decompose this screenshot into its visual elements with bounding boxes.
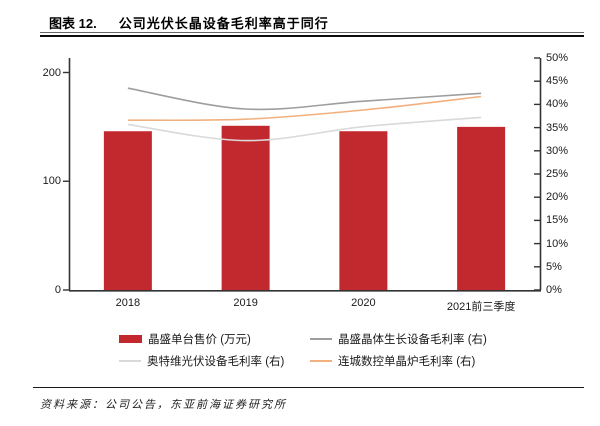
right-axis-tick-label: 45%	[546, 75, 569, 88]
legend-line-swatch-icon	[119, 359, 141, 362]
line-series-1	[127, 116, 482, 142]
right-axis-tick-label: 0%	[546, 284, 562, 296]
legend-item-2: 奥特维光伏设备毛利率 (右)	[119, 353, 310, 368]
legend-item-1: 晶盛晶体生长设备毛利率 (右)	[310, 331, 487, 346]
x-axis-label-2018: 2018	[115, 297, 141, 309]
legend-line-swatch-icon	[310, 359, 332, 362]
right-axis-tick-label: 10%	[546, 237, 569, 250]
legend-label: 奥特维光伏设备毛利率 (右)	[147, 355, 285, 368]
legend-label: 晶盛单台售价 (万元)	[148, 333, 251, 346]
right-axis-tick-label: 25%	[546, 168, 569, 180]
right-axis-tick-label: 35%	[546, 121, 569, 134]
right-axis-tick-label: 40%	[546, 98, 569, 111]
left-axis-tick-label: 0	[54, 284, 61, 296]
line-series-2	[127, 95, 482, 122]
source-text: 资料来源：公司公告，东亚前海证券研究所	[40, 399, 287, 411]
right-axis-tick-label: 50%	[546, 52, 569, 64]
figure-number-label: 图表 12.	[49, 16, 97, 31]
x-axis-label-2020: 2020	[351, 297, 376, 309]
legend-bar-swatch-icon	[119, 334, 142, 343]
figure-header: 图表 12. 公司光伏长晶设备毛利率高于同行	[49, 13, 329, 33]
x-axis-label-2021前三季度: 2021前三季度	[446, 301, 516, 313]
right-axis-tick-label: 5%	[546, 260, 562, 273]
bar-2021前三季度	[457, 126, 506, 290]
bar-2018	[103, 131, 152, 290]
bar-2019	[221, 125, 270, 290]
bar-2020	[339, 131, 388, 290]
x-axis-label-2019: 2019	[233, 297, 258, 309]
legend-label: 晶盛晶体生长设备毛利率 (右)	[338, 333, 487, 346]
left-axis-tick-label: 200	[42, 66, 61, 79]
header-double-rule	[40, 32, 584, 37]
left-axis-tick-label: 100	[42, 175, 61, 188]
figure-title: 公司光伏长晶设备毛利率高于同行	[118, 16, 329, 31]
right-axis-tick-label: 20%	[546, 191, 569, 204]
footer-rule	[33, 387, 584, 388]
right-axis-tick-label: 30%	[546, 144, 569, 157]
legend-item-0: 晶盛单台售价 (万元)	[119, 331, 310, 346]
legend-item-3: 连城数控单晶炉毛利率 (右)	[310, 353, 487, 368]
legend-label: 连城数控单晶炉毛利率 (右)	[338, 355, 476, 368]
legend-line-swatch-icon	[310, 337, 332, 340]
legend: 晶盛单台售价 (万元) 晶盛晶体生长设备毛利率 (右) 奥特维光伏设备毛利率 (右)…	[119, 331, 487, 368]
line-series-0	[127, 87, 482, 111]
right-axis-tick-label: 15%	[546, 214, 569, 227]
